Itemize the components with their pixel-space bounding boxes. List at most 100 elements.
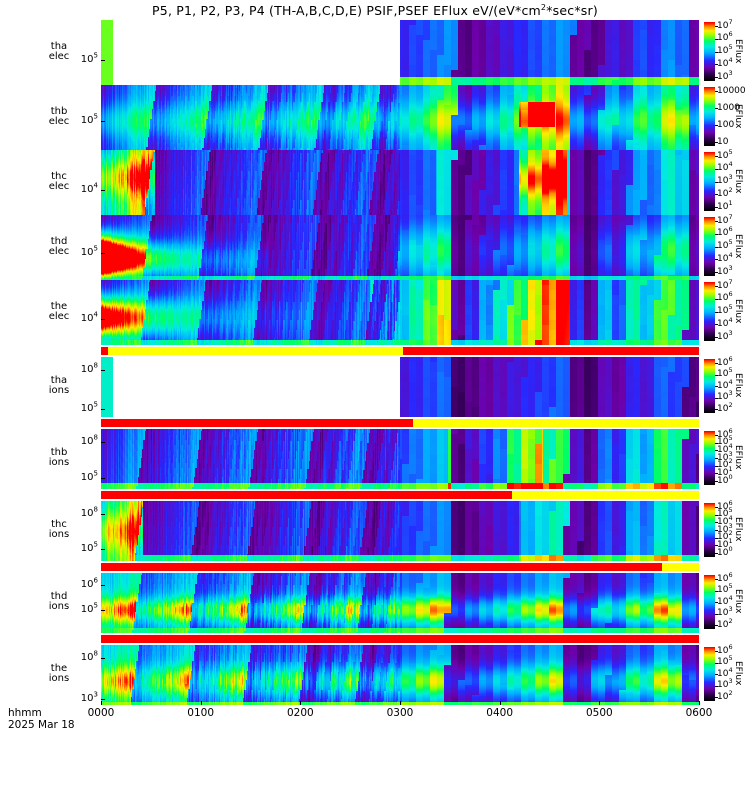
colorbar-tick-mark — [715, 142, 718, 143]
colorbar-tick-exponent: 2 — [728, 688, 733, 697]
colorbar-tick-mark — [715, 51, 718, 53]
colorbar-tick-mark — [715, 26, 718, 27]
x-tick-mark — [400, 701, 401, 705]
y-axis-label-line: elec — [48, 310, 70, 322]
colorbar-tick-exponent: 1 — [728, 536, 733, 545]
colorbar-tick-mark — [715, 181, 718, 183]
colorbar-tick-label-thc-elec-4: 101 — [717, 199, 733, 212]
colorbar-tick-mantissa: 10 — [717, 532, 729, 543]
colorbar-tick-mark — [715, 590, 718, 592]
colorbar-tick-label-tha-ions-1: 105 — [717, 367, 733, 379]
status-bar-thd — [101, 563, 699, 571]
colorbar-tick-exponent: 4 — [728, 665, 733, 674]
colorbar-tick-mark — [715, 465, 718, 467]
colorbar-tick-mantissa: 10 — [717, 241, 729, 251]
colorbar-tick-mantissa: 10 — [717, 369, 729, 379]
colorbar-tick-label-the-elec-4: 103 — [717, 329, 733, 342]
y-axis-label-line: elec — [48, 245, 70, 257]
spectrogram-panel-the-elec — [101, 280, 699, 345]
y-axis-label-line: ions — [48, 457, 70, 468]
x-tick-label-0600: 0600 — [685, 707, 713, 719]
spectrogram-panel-thd-ions — [101, 573, 699, 633]
y-axis-label-thc-ions: thc ions — [44, 520, 74, 540]
y-tick-exponent: 5 — [93, 601, 98, 610]
y-tick-mark — [101, 699, 105, 700]
colorbar-tick-mantissa: 10 — [717, 429, 729, 440]
colorbar-tick-mantissa: 10 — [717, 657, 729, 667]
colorbar-tick-mantissa: 10 — [717, 516, 729, 527]
y-tick-exponent: 5 — [93, 469, 98, 478]
page-title: P5, P1, P2, P3, P4 (TH-A,B,C,D,E) PSIF,P… — [152, 3, 598, 19]
colorbar-tick-exponent: 5 — [728, 506, 733, 515]
y-axis-label-line: thb — [50, 105, 68, 117]
y-tick-exponent: 5 — [93, 112, 98, 121]
y-tick-mantissa: 10 — [80, 693, 94, 704]
colorbar-gradient — [704, 282, 715, 341]
colorbar-tick-exponent: 6 — [728, 290, 733, 299]
colorbar-tick-exponent: 5 — [728, 147, 733, 156]
colorbar-tick-exponent: 2 — [728, 185, 733, 194]
colorbar-tick-exponent: 2 — [728, 529, 733, 538]
y-axis-label-line: ions — [48, 673, 70, 684]
colorbar-tick-label-tha-elec-0: 107 — [717, 18, 733, 31]
colorbar-gradient — [704, 152, 715, 211]
colorbar-tick-mark — [715, 286, 718, 287]
colorbar-tick-exponent: 6 — [728, 642, 733, 651]
colorbar-tick-label-thb-ions-0: 106 — [717, 427, 733, 440]
y-axis-label-line: elec — [48, 50, 70, 62]
y-axis-label-tha-elec: tha elec — [44, 41, 74, 62]
status-segment — [101, 563, 662, 571]
colorbar-tick-label-thd-elec-0: 107 — [717, 213, 733, 226]
colorbar-tick-mantissa: 10 — [717, 280, 729, 291]
colorbar-thc-elec — [704, 152, 715, 211]
colorbar-tick-mantissa: 10 — [717, 293, 729, 304]
y-tick-mantissa: 10 — [80, 246, 94, 258]
y-tick-exponent: 5 — [93, 244, 98, 253]
y-axis-label-line: ions — [48, 385, 70, 396]
colorbar-title-thd-elec: EFlux — [733, 233, 743, 258]
y-tick-exponent: 5 — [93, 400, 98, 409]
colorbar-title-tha-ions: EFlux — [733, 373, 743, 398]
spectrogram-canvas-the-ions — [101, 645, 699, 705]
colorbar-tick-mantissa: 10 — [717, 475, 729, 486]
colorbar-tick-exponent: 5 — [728, 654, 733, 662]
colorbar-title-thc-ions: EFlux — [733, 517, 743, 542]
status-segment — [101, 419, 414, 427]
colorbar-tick-mark — [715, 522, 718, 524]
colorbar-tick-label-the-ions-1: 105 — [717, 655, 733, 667]
colorbar-tick-mark — [715, 553, 718, 554]
spectrogram-canvas-thd-elec — [101, 215, 699, 280]
colorbar-tick-mark — [715, 697, 718, 698]
y-tick-mark — [101, 549, 105, 550]
colorbar-tick-mantissa: 1000 — [717, 102, 740, 113]
colorbar-tick-label-tha-elec-1: 106 — [717, 31, 733, 43]
y-tick-mantissa: 10 — [80, 436, 94, 448]
colorbar-tick-label-thc-ions-0: 106 — [717, 499, 733, 512]
colorbar-tick-mark — [715, 207, 718, 208]
colorbar-tick-exponent: 6 — [728, 225, 733, 234]
y-axis-label-line: the — [50, 300, 68, 312]
y-tick-exponent: 5 — [93, 540, 98, 549]
colorbar-tick-exponent: 5 — [728, 434, 733, 443]
colorbar-tick-label-tha-ions-3: 103 — [717, 390, 733, 402]
y-tick-label-the-ions-0: 108 — [74, 650, 98, 663]
spectrogram-canvas-tha-elec — [101, 20, 699, 85]
colorbar-tick-exponent: 1 — [728, 464, 733, 473]
colorbar-tick-mantissa: 10 — [717, 357, 729, 368]
colorbar-tick-mantissa: 10 — [717, 452, 729, 463]
y-tick-mark — [101, 610, 105, 612]
status-segment — [413, 419, 699, 427]
colorbar-tick-mark — [715, 125, 718, 126]
colorbar-tick-exponent: 4 — [728, 315, 733, 324]
colorbar-tick-mantissa: 10 — [717, 403, 729, 414]
y-tick-label-tha-ions-1: 105 — [74, 401, 98, 414]
status-segment — [661, 563, 699, 571]
y-tick-label-thc-ions-0: 108 — [74, 506, 98, 519]
y-tick-label-thd-ions-0: 106 — [74, 577, 98, 590]
x-tick-mark — [500, 701, 501, 705]
y-tick-label-tha-ions-0: 108 — [74, 362, 98, 375]
colorbar-tick-mark — [715, 662, 718, 664]
x-tick-mark — [101, 701, 102, 705]
y-tick-mark — [101, 585, 105, 586]
x-tick-label-0400: 0400 — [486, 707, 514, 719]
